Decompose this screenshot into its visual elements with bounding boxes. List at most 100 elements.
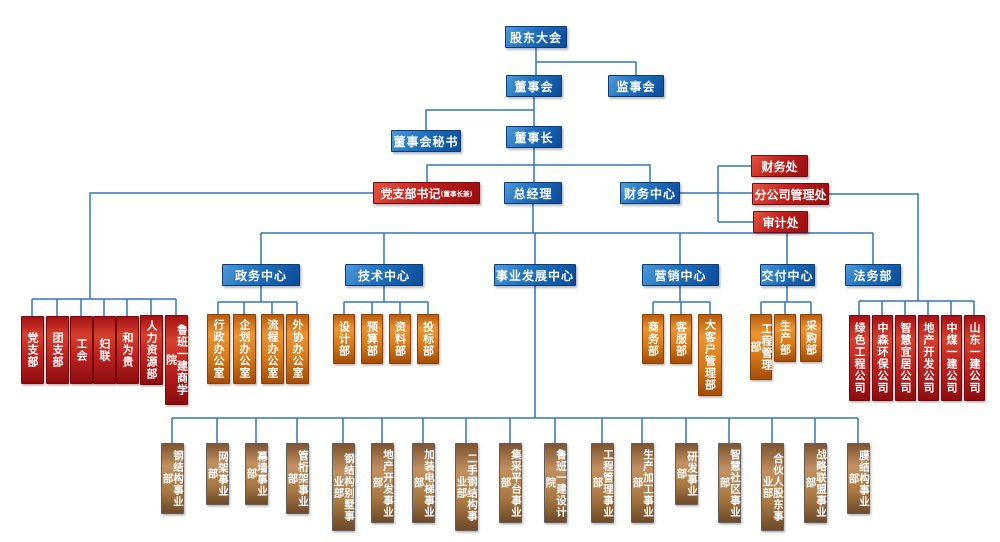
org-node-steel-villa-bu: 钢结构别墅事业部 <box>332 443 355 531</box>
org-node-customer-service-dept: 客服部 <box>670 314 692 364</box>
org-node-finance-office: 财务处 <box>751 155 808 177</box>
org-node-label: 资料部 <box>393 321 407 357</box>
org-node-label: 董事会秘书 <box>393 134 459 149</box>
org-node-harmony-dept: 和为贵 <box>116 316 139 384</box>
org-node-label: 大客户管理部 <box>703 319 717 391</box>
org-node-labor-union: 工会 <box>70 316 93 384</box>
org-node-legal-dept: 法务部 <box>845 264 901 286</box>
org-node-womens-federation: 妇联 <box>93 316 116 384</box>
org-node-label: 财务中心 <box>623 186 676 201</box>
org-node-label: 行政办公室 <box>212 319 225 379</box>
org-node-shareholders-meeting: 股东大会 <box>505 26 567 48</box>
org-node-label: 智慧宜居公司 <box>899 322 912 394</box>
org-node-label: 人力资源部 <box>145 320 158 380</box>
org-node-business-dev-center: 事业发展中心 <box>494 264 576 286</box>
org-node-rnd-bu: 研发事业部 <box>675 443 698 505</box>
org-node-label: 团支部 <box>51 332 64 368</box>
connector-line <box>829 193 919 301</box>
org-node-label: 集采平台事业部 <box>499 448 523 518</box>
org-node-smart-community-bu: 智慧社区事业部 <box>718 443 741 523</box>
org-node-document-dept: 资料部 <box>389 314 411 364</box>
org-node-project-mgmt-bu: 工程管理事业部 <box>591 443 614 523</box>
org-node-label: 地产开发事业部 <box>371 448 395 518</box>
connector-line <box>89 192 373 299</box>
org-node-used-steel-structure-bu: 二手钢结构事业部 <box>455 443 478 531</box>
org-node-label: 董事会 <box>514 79 554 94</box>
org-node-label: 鲁班一建设计院 <box>544 448 568 518</box>
org-node-label: 网架事业部 <box>206 451 230 497</box>
org-node-admin-affairs-center: 政务中心 <box>222 264 300 286</box>
org-node-party-branch-secretary: 党支部书记 (董事长兼) <box>373 182 480 204</box>
org-node-strategic-alliance-bu: 战略联盟事业部 <box>804 443 827 523</box>
org-node-curtain-wall-bu: 幕墙事业部 <box>245 443 268 505</box>
org-node-smart-living-co: 智慧宜居公司 <box>895 315 916 401</box>
org-node-zhongmei-yijian-co: 中煤一建公司 <box>941 315 962 401</box>
org-node-label: 事业发展中心 <box>495 268 574 283</box>
org-node-label: 党支部书记 <box>380 186 441 201</box>
org-node-label: 营销中心 <box>654 268 707 283</box>
org-node-label: 合伙人股东事业部 <box>761 452 785 522</box>
org-node-board-of-directors: 董事会 <box>506 75 562 97</box>
org-node-label: 中森环保公司 <box>876 322 889 394</box>
org-node-marketing-center: 营销中心 <box>642 264 719 286</box>
org-node-budget-dept: 预算部 <box>361 314 383 364</box>
org-node-label: 客服部 <box>674 321 688 357</box>
org-node-zhongsen-environmental-co: 中森环保公司 <box>872 315 893 401</box>
org-node-label: 鲁班一建商学院 <box>164 324 189 396</box>
org-node-label: 加装电梯事业部 <box>412 448 436 518</box>
org-node-label: 二手钢结构事业部 <box>455 452 479 522</box>
org-node-label: 工程管理事业部 <box>591 448 615 518</box>
org-node-label: 管桁架事业部 <box>286 449 310 508</box>
org-node-label: 商务部 <box>646 321 660 357</box>
org-node-label: 工程管理部 <box>749 323 773 371</box>
org-node-elevator-install-bu: 加装电梯事业部 <box>412 443 435 523</box>
org-node-label: 企划办公室 <box>238 319 251 379</box>
org-node-label: 监事会 <box>616 79 656 94</box>
org-node-label: 法务部 <box>853 268 893 283</box>
org-node-label: 钢结构别墅事业部 <box>332 452 356 522</box>
org-node-label: 预算部 <box>365 321 379 357</box>
org-node-label: 政务中心 <box>234 268 287 283</box>
org-node-general-manager: 总经理 <box>504 182 562 204</box>
org-node-production-dept: 生产部 <box>774 314 796 362</box>
org-node-bidding-dept: 投标部 <box>417 314 439 364</box>
org-node-label: 智慧社区事业部 <box>718 448 742 518</box>
org-node-real-estate-bu: 地产开发事业部 <box>371 443 394 523</box>
org-node-label: 财务处 <box>761 159 798 174</box>
org-node-production-processing-bu: 生产加工事业部 <box>631 443 654 523</box>
org-node-party-branch: 党支部 <box>21 316 44 384</box>
org-node-partner-shareholder-bu: 合伙人股东事业部 <box>761 443 784 531</box>
org-node-hr-dept: 人力资源部 <box>140 315 163 385</box>
org-node-label: 战略联盟事业部 <box>804 448 828 518</box>
connector-line <box>536 61 637 75</box>
org-node-label: 股东大会 <box>509 30 562 45</box>
org-node-chairman: 董事长 <box>506 126 562 148</box>
org-node-label: 采购部 <box>804 320 818 356</box>
org-node-label: 和为贵 <box>121 332 134 368</box>
org-node-label: 投标部 <box>421 321 435 357</box>
org-node-grid-frame-bu: 网架事业部 <box>206 443 229 505</box>
org-node-procurement-dept: 采购部 <box>800 314 822 362</box>
org-node-luban-business-school: 鲁班一建商学院 <box>164 315 189 405</box>
org-node-branch-management-office: 分公司管理处 <box>752 183 829 205</box>
org-node-commerce-dept: 商务部 <box>642 314 664 364</box>
org-node-supervisory-board: 监事会 <box>608 75 664 97</box>
org-node-label: 研发事业部 <box>675 451 699 497</box>
org-node-key-account-dept: 大客户管理部 <box>698 314 722 396</box>
org-node-label: 审计处 <box>762 215 799 230</box>
org-node-technology-center: 技术中心 <box>345 264 423 286</box>
org-node-label: 幕墙事业部 <box>245 451 269 497</box>
org-node-youth-league-branch: 团支部 <box>46 316 69 384</box>
org-node-label: 交付中心 <box>761 268 814 283</box>
org-node-label: 绿色工程公司 <box>853 322 866 394</box>
org-node-label: 董事长 <box>514 130 554 145</box>
org-node-label-suffix: (董事长兼) <box>440 190 473 198</box>
org-node-design-dept: 设计部 <box>333 314 355 364</box>
org-node-external-coordination-office: 外协办公室 <box>286 314 309 384</box>
org-node-label: 流程办公室 <box>266 319 279 379</box>
org-node-label: 山东一建公司 <box>968 322 981 394</box>
org-node-label: 技术中心 <box>357 268 410 283</box>
org-node-label: 妇联 <box>98 338 111 362</box>
